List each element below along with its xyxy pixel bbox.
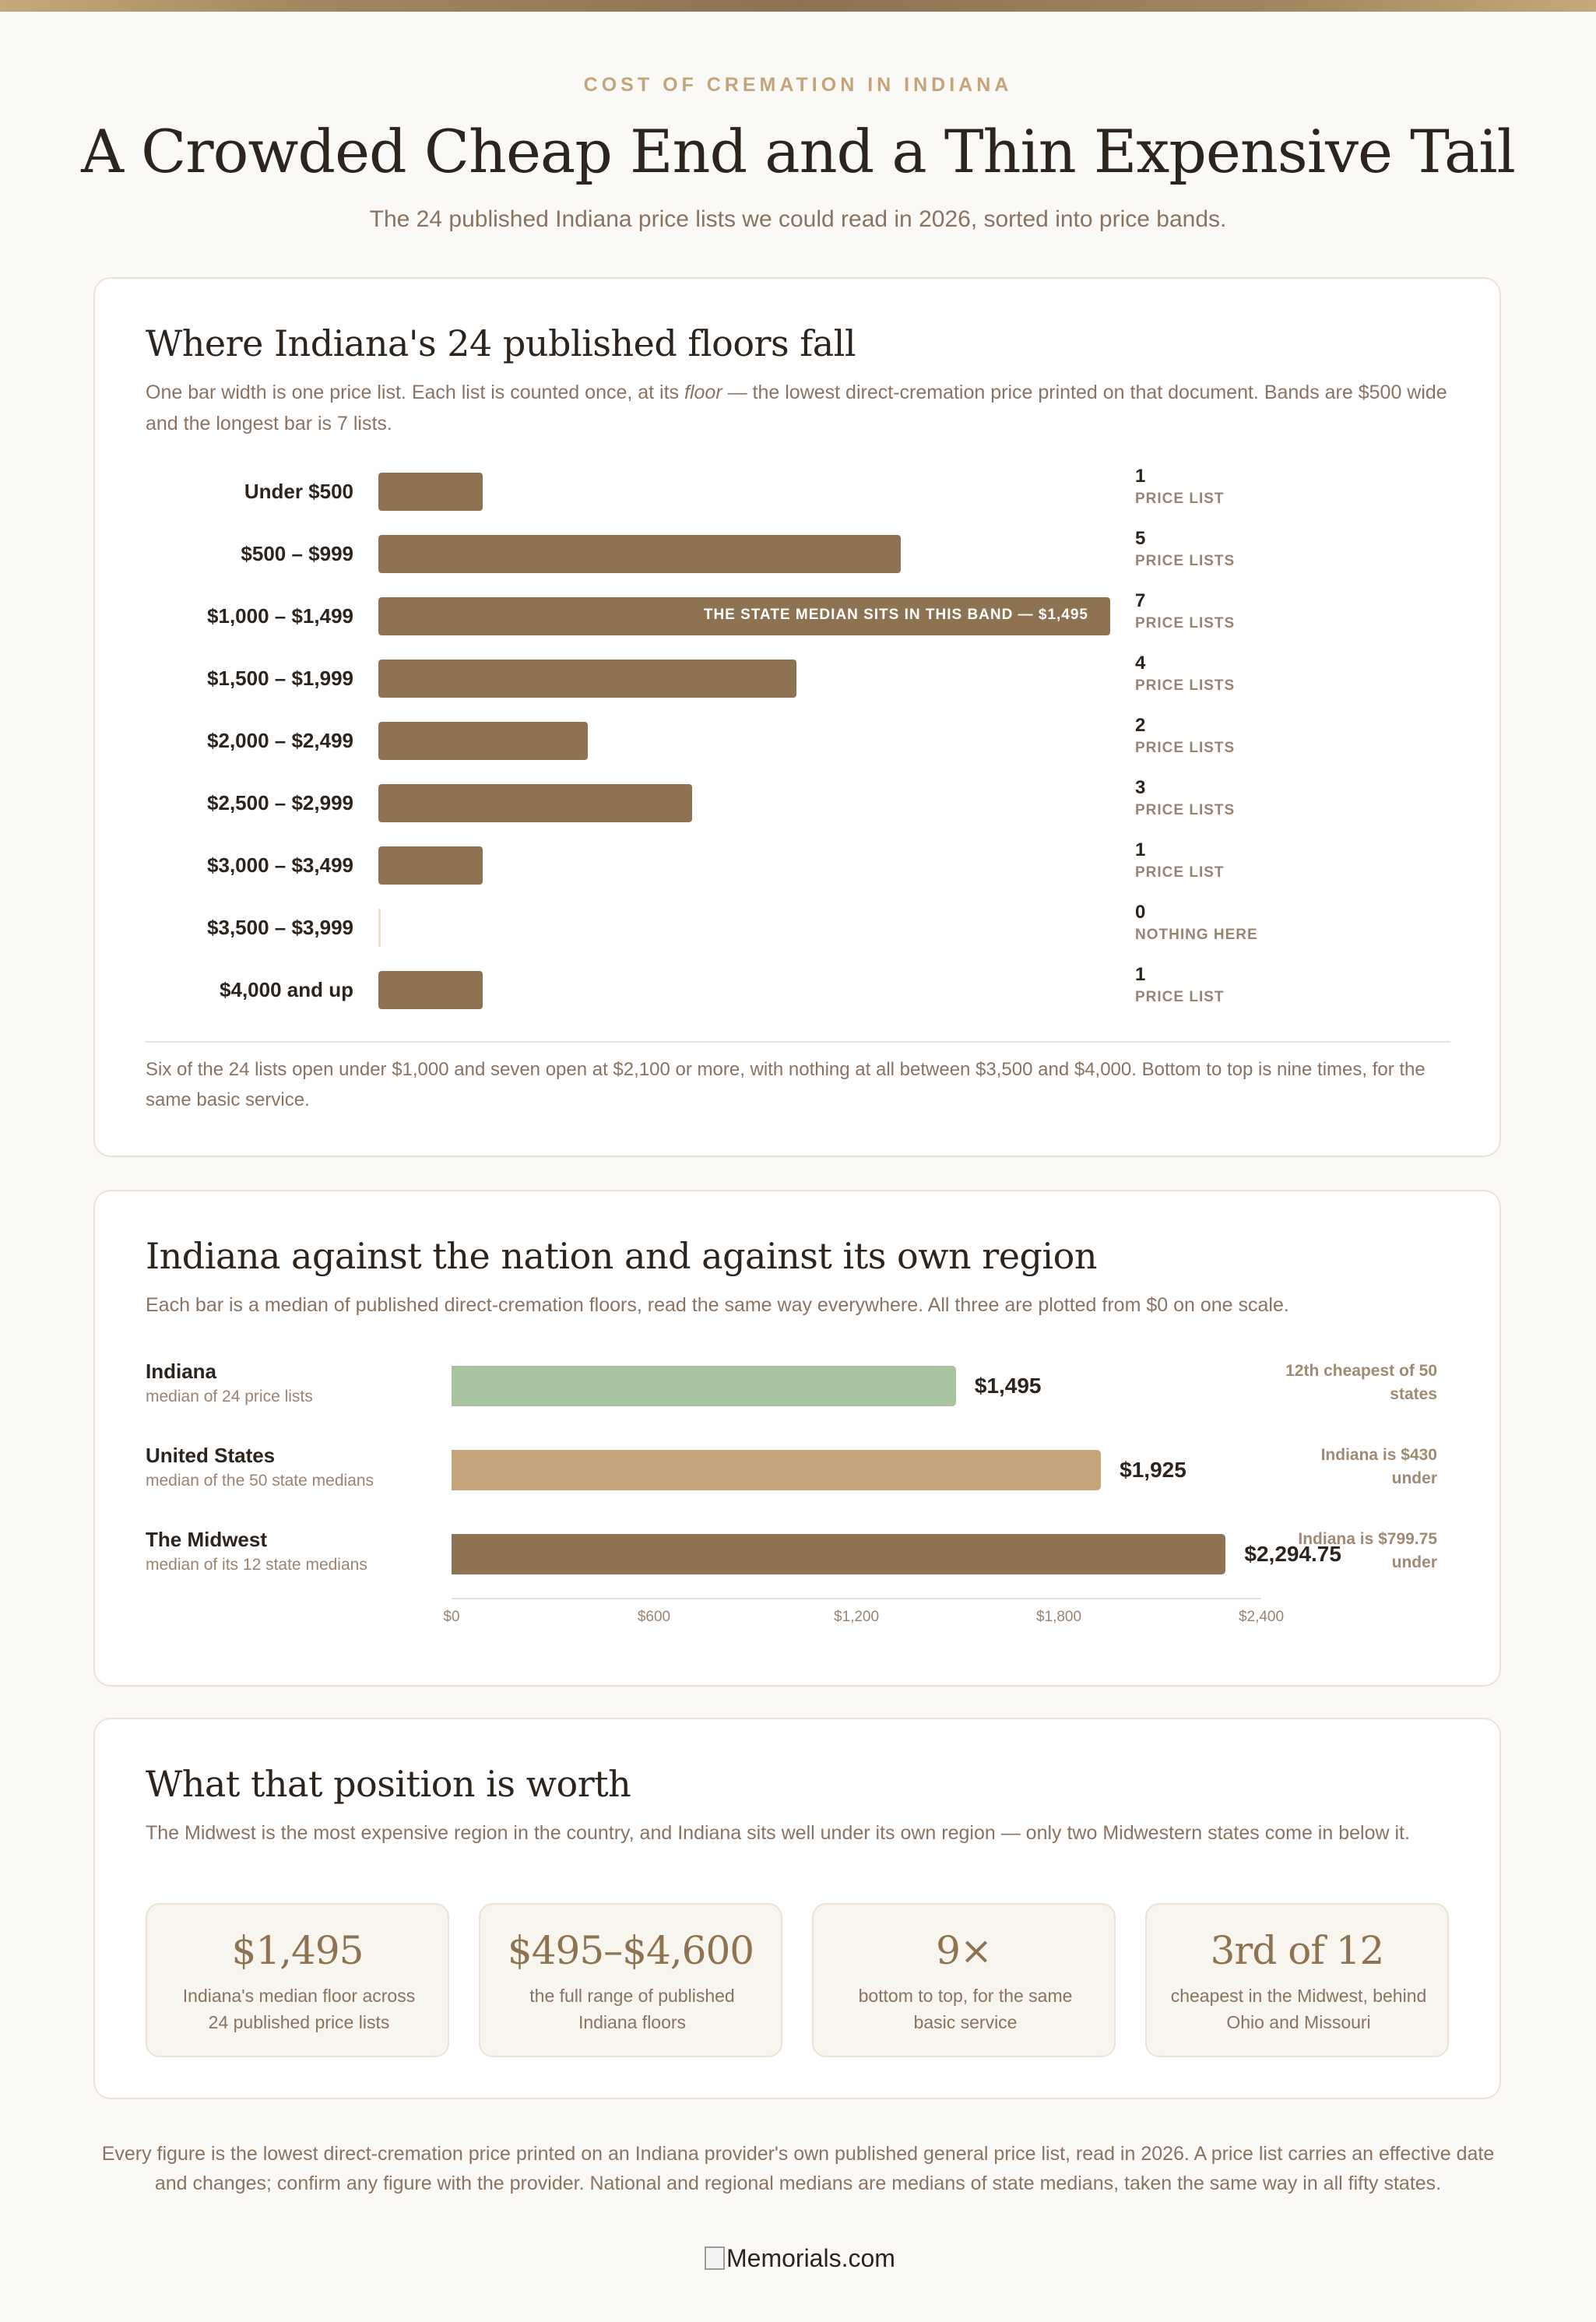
band-count: 5 — [1135, 528, 1146, 549]
distribution-footnote: Six of the 24 lists open under $1,000 an… — [146, 1059, 1426, 1110]
distribution-divider — [146, 1041, 1450, 1043]
band-count-unit: PRICE LIST — [1135, 989, 1225, 1005]
band-count-unit: PRICE LISTS — [1135, 553, 1236, 569]
broken-image-icon — [705, 2246, 725, 2270]
stat-value: 9× — [936, 1928, 993, 1973]
worth-card: What that position is worth The Midwest … — [93, 1718, 1501, 2099]
stat-caption: bottom to top, for the same basic servic… — [858, 1986, 1073, 2032]
distribution-row: Under $500 1 PRICE LIST — [95, 466, 1503, 517]
comparison-axis-line — [452, 1598, 1261, 1599]
band-label: $2,000 – $2,499 — [207, 729, 353, 752]
comparison-description: Each bar is a median of published direct… — [146, 1294, 1289, 1316]
comparison-row-name: Indiana — [146, 1360, 217, 1383]
distribution-bar — [378, 722, 588, 760]
distribution-row: $3,000 – $3,499 1 PRICE LIST — [95, 839, 1503, 891]
band-count-unit: PRICE LISTS — [1135, 677, 1236, 694]
band-count-unit: NOTHING HERE — [1135, 927, 1258, 943]
comparison-row-name: The Midwest — [146, 1528, 268, 1551]
comparison-bar — [452, 1450, 1102, 1490]
median-band-note: THE STATE MEDIAN SITS IN THIS BAND — $1,… — [703, 607, 1088, 623]
axis-tick-label: $600 — [637, 1609, 671, 1625]
band-label: $1,000 – $1,499 — [207, 604, 353, 628]
stat-caption: Indiana's median floor across 24 publish… — [182, 1986, 416, 2032]
distribution-description: One bar width is one price list. Each li… — [146, 382, 1447, 434]
band-count: 0 — [1135, 902, 1146, 923]
distribution-title: Where Indiana's 24 published floors fall — [146, 322, 856, 364]
comparison-value-label: $2,294.75 — [1244, 1542, 1341, 1566]
distribution-row: $3,500 – $3,999 0 NOTHING HERE — [95, 902, 1503, 953]
distribution-row: $1,500 – $1,999 4 PRICE LISTS — [95, 653, 1503, 704]
page-title: A Crowded Cheap End and a Thin Expensive… — [81, 117, 1516, 186]
comparison-card: Indiana against the nation and against i… — [93, 1190, 1501, 1687]
memorials-logo[interactable]: Memorials.com — [705, 2244, 895, 2278]
distribution-bar — [378, 971, 483, 1009]
band-count: 7 — [1135, 590, 1146, 611]
distribution-bar — [378, 660, 797, 698]
comparison-bar — [452, 1366, 956, 1406]
worth-title: What that position is worth — [146, 1763, 631, 1805]
band-label: $1,500 – $1,999 — [207, 667, 353, 690]
distribution-row: $500 – $999 5 PRICE LISTS — [95, 528, 1503, 579]
band-label: Under $500 — [244, 480, 353, 503]
band-label: $4,000 and up — [220, 978, 353, 1001]
comparison-row-name: United States — [146, 1444, 276, 1467]
stat-value: $1,495 — [231, 1928, 364, 1973]
floor-emphasis: floor — [684, 382, 722, 403]
distribution-row: $1,000 – $1,499 THE STATE MEDIAN SITS IN … — [95, 590, 1503, 642]
top-accent-bar — [0, 0, 1596, 12]
band-label: $2,500 – $2,999 — [207, 791, 353, 814]
comparison-row-sub: median of 24 price lists — [146, 1388, 313, 1406]
band-count: 2 — [1135, 715, 1146, 736]
band-count: 4 — [1135, 653, 1146, 674]
distribution-row: $4,000 and up 1 PRICE LIST — [95, 964, 1503, 1015]
comparison-bar — [452, 1534, 1226, 1574]
comparison-row-sub: median of the 50 state medians — [146, 1472, 374, 1490]
band-count: 3 — [1135, 777, 1146, 798]
stat-caption: the full range of published Indiana floo… — [529, 1986, 735, 2032]
axis-tick-label: $2,400 — [1238, 1609, 1285, 1625]
comparison-note: Indiana is $799.75 under — [1298, 1530, 1437, 1571]
comparison-note: Indiana is $430 under — [1320, 1446, 1437, 1487]
axis-tick-label: $1,800 — [1035, 1609, 1082, 1625]
axis-tick-label: $1,200 — [833, 1609, 880, 1625]
stat-card-rank: 3rd of 12 cheapest in the Midwest, behin… — [1145, 1903, 1449, 2057]
band-count-unit: PRICE LISTS — [1135, 615, 1236, 632]
band-label: $3,500 – $3,999 — [207, 916, 353, 939]
distribution-bar — [378, 784, 692, 822]
stat-caption: cheapest in the Midwest, behind Ohio and… — [1170, 1986, 1427, 2032]
page-subtitle: The 24 published Indiana price lists we … — [369, 206, 1227, 232]
stat-card-median: $1,495 Indiana's median floor across 24 … — [146, 1903, 449, 2057]
comparison-row-sub: median of its 12 state medians — [146, 1556, 367, 1574]
band-count-unit: PRICE LISTS — [1135, 740, 1236, 756]
band-count: 1 — [1135, 466, 1146, 487]
worth-description: The Midwest is the most expensive region… — [146, 1822, 1410, 1844]
band-label: $3,000 – $3,499 — [207, 853, 353, 877]
stat-value: $495–$4,600 — [507, 1928, 754, 1973]
band-count-unit: PRICE LIST — [1135, 491, 1225, 507]
band-count: 1 — [1135, 964, 1146, 985]
stat-card-multiple: 9× bottom to top, for the same basic ser… — [812, 1903, 1116, 2057]
stat-value: 3rd of 12 — [1210, 1928, 1385, 1973]
distribution-row: $2,500 – $2,999 3 PRICE LISTS — [95, 777, 1503, 829]
comparison-value-label: $1,495 — [974, 1374, 1042, 1398]
distribution-row: $2,000 – $2,499 2 PRICE LISTS — [95, 715, 1503, 766]
comparison-title: Indiana against the nation and against i… — [146, 1235, 1097, 1277]
eyebrow: COST OF CREMATION IN INDIANA — [583, 74, 1013, 96]
logo-alt-text: Memorials.com — [726, 2244, 895, 2272]
axis-tick-label: $0 — [443, 1609, 460, 1625]
distribution-bar — [378, 473, 483, 511]
band-label: $500 – $999 — [241, 542, 353, 565]
distribution-card: Where Indiana's 24 published floors fall… — [93, 277, 1501, 1157]
distribution-bar — [378, 909, 381, 947]
distribution-bar — [378, 846, 483, 885]
methodology-footer: Every figure is the lowest direct-cremat… — [101, 2143, 1495, 2194]
comparison-value-label: $1,925 — [1120, 1458, 1186, 1482]
band-count: 1 — [1135, 839, 1146, 860]
distribution-bar — [378, 535, 902, 573]
distribution-bar: THE STATE MEDIAN SITS IN THIS BAND — $1,… — [378, 597, 1110, 635]
comparison-note: 12th cheapest of 50 states — [1285, 1362, 1437, 1403]
band-count-unit: PRICE LIST — [1135, 864, 1225, 881]
band-count-unit: PRICE LISTS — [1135, 802, 1236, 818]
stat-card-range: $495–$4,600 the full range of published … — [479, 1903, 782, 2057]
